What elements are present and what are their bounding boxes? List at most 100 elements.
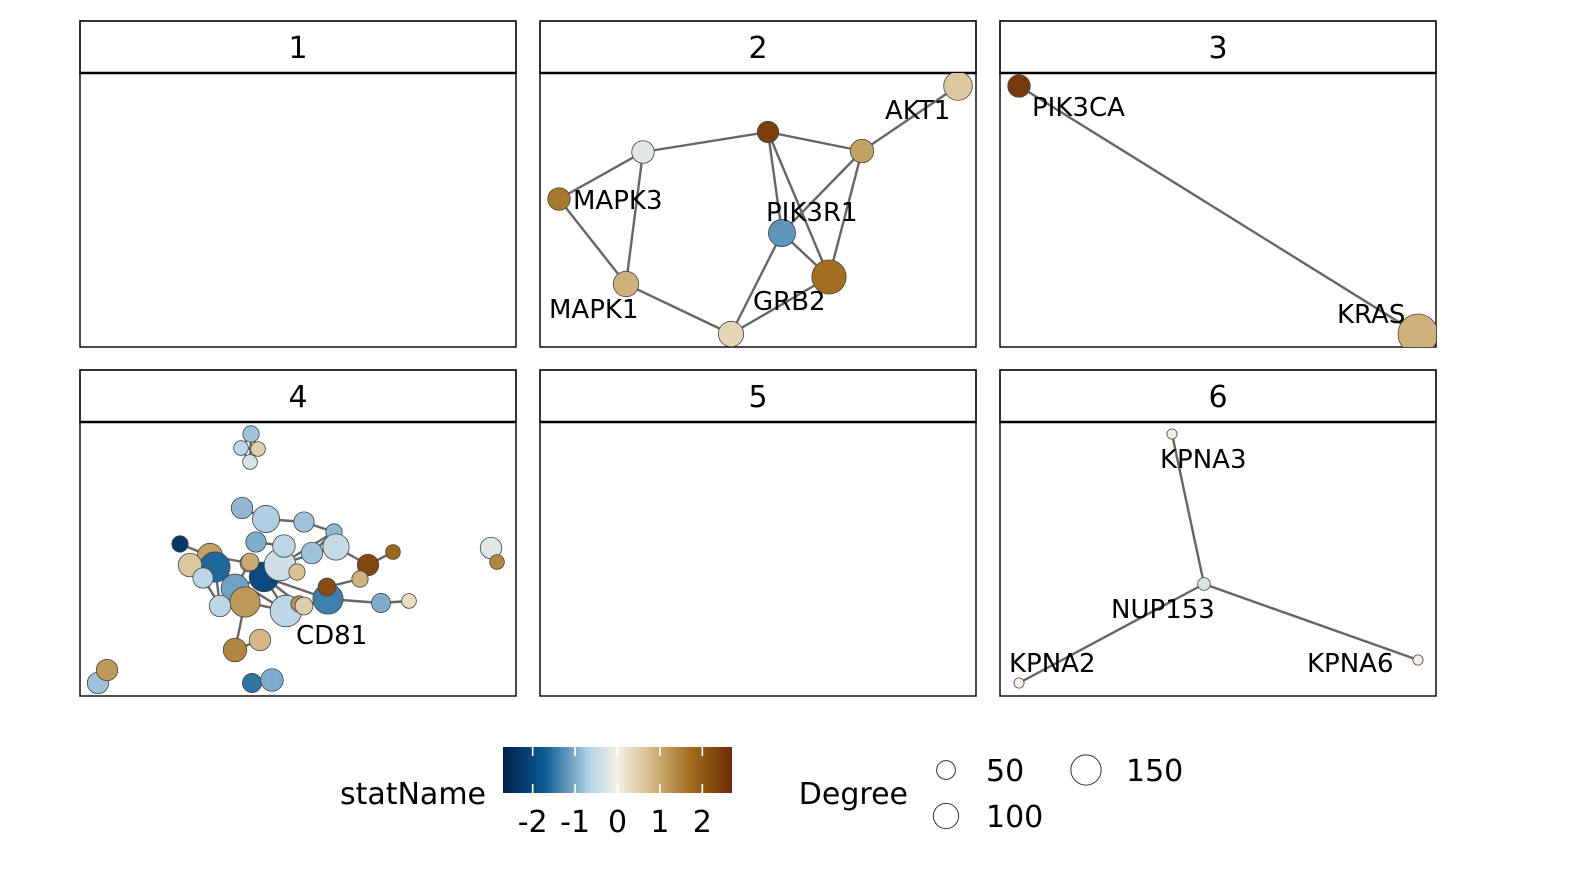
network-edge <box>766 131 784 234</box>
node-label: MAPK1 <box>549 295 639 325</box>
network-node[interactable] <box>717 320 745 347</box>
network-node[interactable] <box>95 658 119 682</box>
network-node[interactable] <box>1166 428 1178 440</box>
network-node[interactable] <box>208 594 232 618</box>
panel-strip-label: 2 <box>748 31 767 66</box>
network-node[interactable] <box>192 567 214 589</box>
node-label: PIK3CA <box>1032 93 1125 123</box>
network-node[interactable] <box>300 541 324 565</box>
network-node[interactable] <box>229 586 261 618</box>
network-node[interactable] <box>222 637 248 663</box>
color-legend-ticks: -2 -1 0 1 2 <box>518 747 712 840</box>
network-edge <box>767 130 863 153</box>
size-legend-keys: 50 100 150 <box>932 754 1183 835</box>
network-node[interactable] <box>242 454 258 470</box>
panel-plot-area <box>79 72 517 348</box>
network-edge <box>781 150 863 234</box>
network-node[interactable] <box>233 440 249 456</box>
network-edge <box>1170 433 1206 585</box>
network-node[interactable] <box>260 668 284 692</box>
network-node[interactable] <box>401 593 417 609</box>
size-legend-label: 150 <box>1126 754 1183 789</box>
network-node[interactable] <box>250 441 266 457</box>
colorbar-tick-label: -2 <box>518 805 548 840</box>
facet-panels: 1 2 AKT1 MAPK3 PIK3R1 MAPK1 GRB2 3 PIK3CA KRAS 4 CD… <box>79 20 1438 697</box>
network-node[interactable] <box>385 544 401 560</box>
network-node[interactable] <box>294 596 314 616</box>
network-edge <box>1018 84 1419 336</box>
network-node[interactable] <box>272 534 296 558</box>
legend: statName -2 -1 0 1 2 Degree 50 100 150 <box>340 747 1183 840</box>
node-label: MAPK3 <box>573 186 663 216</box>
network-node[interactable] <box>756 120 780 144</box>
panel-2: 2 AKT1 MAPK3 PIK3R1 MAPK1 GRB2 <box>539 20 977 348</box>
network-node[interactable] <box>371 593 391 613</box>
panel-strip-label: 3 <box>1208 31 1227 66</box>
panel-strip <box>79 369 517 423</box>
network-node[interactable] <box>252 505 280 533</box>
panel-strip <box>999 20 1437 74</box>
network-edge <box>827 150 864 278</box>
network-edge <box>558 198 627 285</box>
network-graph <box>86 425 505 695</box>
network-node[interactable] <box>317 577 337 597</box>
network-node[interactable] <box>489 554 505 570</box>
network-node[interactable] <box>768 219 796 247</box>
network-node[interactable] <box>1013 677 1025 689</box>
panel-strip <box>999 369 1437 423</box>
colorbar-tick-label: 0 <box>608 805 627 840</box>
panel-strip <box>539 20 977 74</box>
panel-plot-area <box>999 421 1437 697</box>
node-label: GRB2 <box>753 287 826 317</box>
network-node[interactable] <box>242 673 262 693</box>
network-edge <box>861 85 959 152</box>
size-legend-title: Degree <box>799 777 908 812</box>
network-node[interactable] <box>293 511 315 533</box>
network-edge <box>730 275 830 336</box>
size-legend-label: 100 <box>986 800 1043 835</box>
colorbar-tick-label: 2 <box>693 805 712 840</box>
network-node[interactable] <box>1197 577 1211 591</box>
network-node[interactable] <box>288 563 306 581</box>
network-graph <box>547 72 973 347</box>
colorbar-tick-label: 1 <box>650 805 669 840</box>
panel-3: 3 PIK3CA KRAS <box>999 20 1438 354</box>
node-label: KPNA3 <box>1160 445 1247 475</box>
network-node[interactable] <box>230 496 254 520</box>
network-node[interactable] <box>1397 313 1438 354</box>
node-label: KPNA6 <box>1307 649 1394 679</box>
network-node[interactable] <box>1007 74 1031 98</box>
node-label: PIK3R1 <box>766 198 858 228</box>
network-node[interactable] <box>242 425 260 443</box>
panel-5: 5 <box>539 369 977 697</box>
network-node[interactable] <box>1412 654 1424 666</box>
network-node[interactable] <box>245 531 267 553</box>
network-node[interactable] <box>547 187 571 211</box>
network-edge <box>729 232 784 335</box>
network-graph <box>1013 428 1424 689</box>
network-node[interactable] <box>612 270 640 298</box>
size-legend-circle <box>932 802 960 830</box>
network-edge <box>642 130 769 154</box>
network-node[interactable] <box>240 552 260 572</box>
network-node[interactable] <box>849 138 875 164</box>
node-label: CD81 <box>296 621 367 651</box>
panel-strip-label: 6 <box>1208 380 1227 415</box>
network-node[interactable] <box>631 140 655 164</box>
network-node[interactable] <box>356 553 380 577</box>
network-edge <box>766 131 831 278</box>
network-node[interactable] <box>322 533 350 561</box>
network-node[interactable] <box>943 72 973 101</box>
network-edge <box>558 150 644 201</box>
panel-4: 4 CD81 <box>79 369 517 697</box>
node-label: NUP153 <box>1111 595 1215 625</box>
node-label: KPNA2 <box>1009 649 1096 679</box>
panel-plot-area <box>539 421 977 697</box>
panel-strip-label: 5 <box>748 380 767 415</box>
network-node[interactable] <box>248 628 272 652</box>
network-node[interactable] <box>351 570 369 588</box>
node-label: KRAS <box>1337 300 1405 330</box>
network-node[interactable] <box>811 259 847 295</box>
network-node[interactable] <box>171 535 189 553</box>
